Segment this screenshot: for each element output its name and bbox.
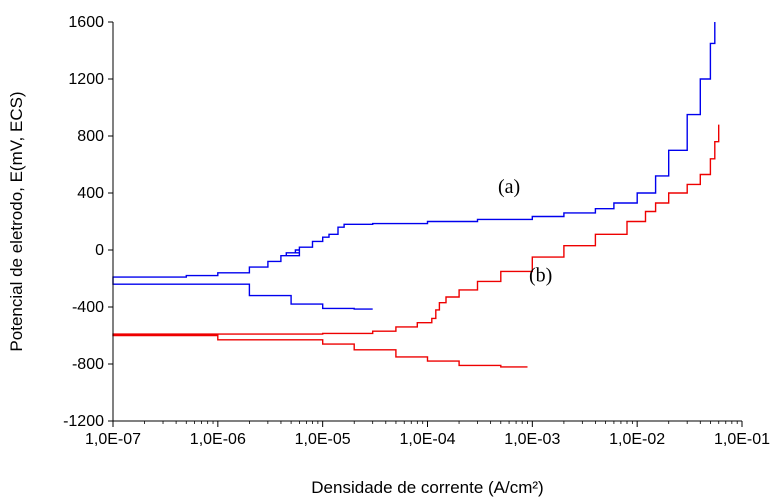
y-tick-label: -1200 [63,413,104,430]
y-tick-label: 400 [77,185,104,202]
x-axis-title: Densidade de corrente (A/cm²) [311,478,543,497]
curve-label-a: (a) [498,176,520,198]
x-tick-label: 1,0E-03 [504,431,560,448]
series-line-a [112,22,716,310]
y-tick-label: 1600 [68,14,104,31]
annotations-group: (a) (b) [498,176,552,286]
y-tick-label: 0 [95,242,104,259]
curve-label-b: (b) [529,264,552,286]
x-tick-label: 1,0E-06 [190,431,246,448]
y-tick-label: -800 [72,356,104,373]
x-tick-label: 1,0E-02 [609,431,665,448]
y-tick-label: 1200 [68,71,104,88]
y-axis-title: Potencial de eletrodo, E(mV, ECS) [7,91,26,351]
curves-group [112,22,720,368]
x-tick-label: 1,0E-01 [714,431,770,448]
y-tick-label: 800 [77,128,104,145]
axes-group [108,21,743,427]
tick-labels-group: -1200 -800 -400 0 400 800 1200 1600 1,0E-07 1,0E-… [63,14,770,448]
y-tick-label: -400 [72,299,104,316]
series-line-b [112,124,720,368]
x-tick-label: 1,0E-04 [399,431,455,448]
x-tick-label: 1,0E-05 [295,431,351,448]
x-tick-label: 1,0E-07 [85,431,141,448]
